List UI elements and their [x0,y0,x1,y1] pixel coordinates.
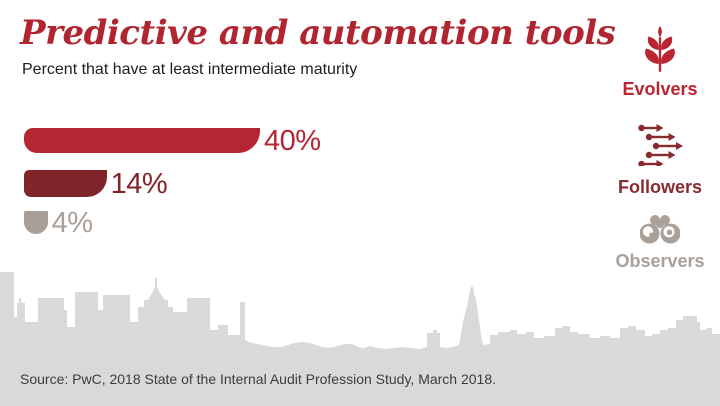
legend: Evolvers Followers [601,0,719,285]
legend-item-observers: Observers [601,214,719,270]
wheat-plant-icon [645,26,675,72]
skyline-silhouette [0,272,720,406]
legend-label-evolvers: Evolvers [622,79,698,99]
bar-chart: 40% 14% 4% [24,125,321,238]
legend-label-observers: Observers [615,251,705,271]
forward-arrows-icon [638,124,683,166]
page-title: Predictive and automation tools [20,13,616,53]
binoculars-icon [640,215,680,244]
legend-item-evolvers: Evolvers [601,26,719,98]
bar-value-evolvers: 40% [264,125,321,157]
city-skyline [0,272,720,406]
legend-item-followers: Followers [601,124,719,196]
bar-value-observers: 4% [51,207,93,239]
legend-label-followers: Followers [617,177,702,197]
bar-row-evolvers: 40% [24,125,321,157]
source-note: Source: PwC, 2018 State of the Internal … [20,371,497,387]
bar-value-followers: 14% [110,168,168,200]
bar-row-followers: 14% [24,168,168,200]
subtitle: Percent that have at least intermediate … [22,61,358,78]
bar-followers [24,170,107,197]
bar-observers [24,211,48,234]
bar-evolvers [24,128,260,153]
bar-row-observers: 4% [24,209,93,238]
